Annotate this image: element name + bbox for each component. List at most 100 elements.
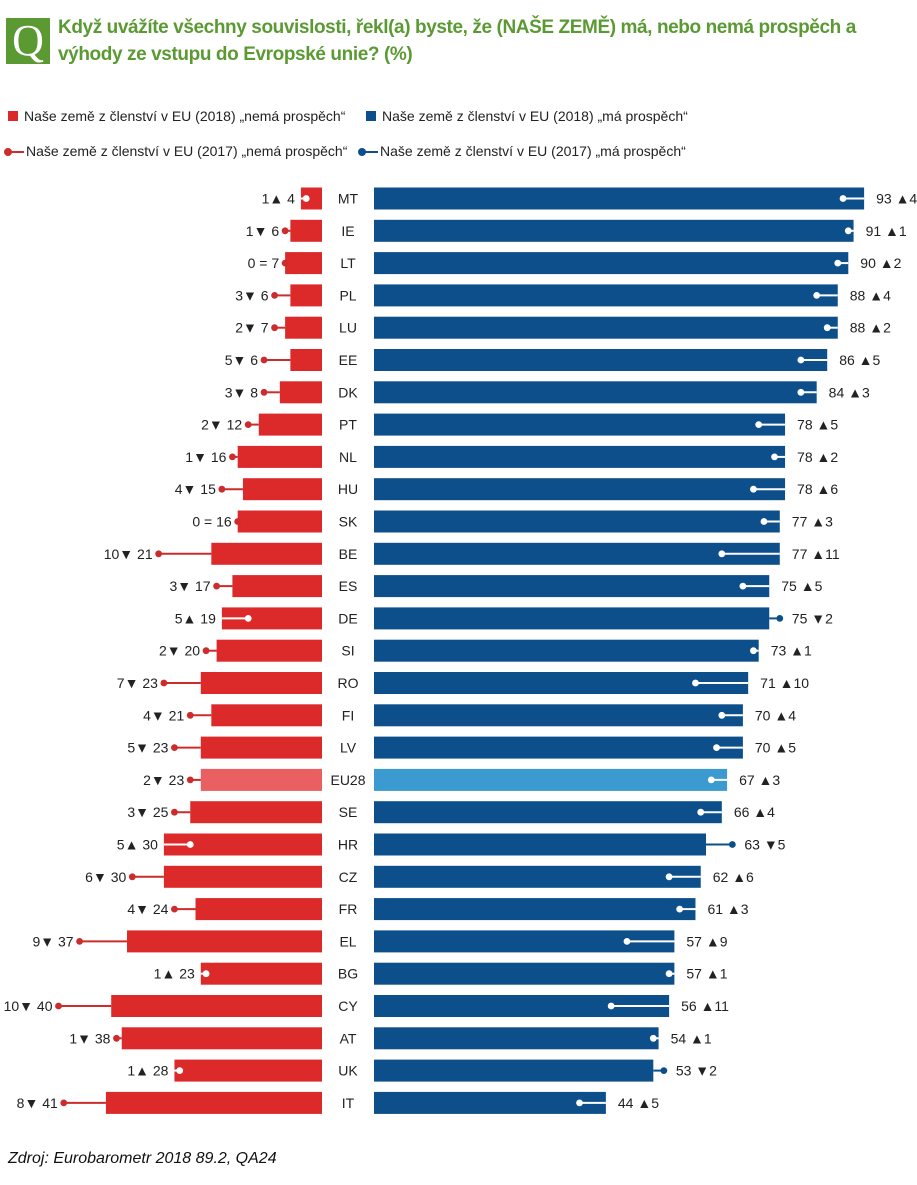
bar-has-2018-hr: [374, 833, 707, 856]
bar-has-2018-eu28: [374, 768, 728, 791]
label-has-ro: 71 ▲10: [760, 675, 809, 691]
dot-not-2017-be: [155, 550, 163, 558]
label-not-cz: 6▼ 30: [85, 869, 126, 885]
legend-has-2017: Naše země z členství v EU (2017) „má pro…: [358, 143, 686, 159]
label-not-uk: 1▲ 28: [127, 1063, 168, 1079]
dot-has-2017-hr: [728, 841, 736, 848]
label-has-fi: 70 ▲4: [755, 707, 796, 723]
dot-has-2017-si: [750, 647, 757, 655]
bar-has-2018-hu: [374, 478, 786, 501]
label-not-se: 3▼ 25: [127, 804, 168, 820]
bar-not-2018-ee: [290, 349, 322, 371]
label-has-lv: 70 ▲5: [755, 740, 796, 756]
label-has-fr: 61 ▲3: [707, 901, 748, 917]
label-not-pl: 3▼ 6: [235, 287, 269, 303]
dot-has-2017-de: [776, 615, 784, 622]
label-has-de: 75 ▼2: [792, 610, 833, 626]
bar-has-2018-cz: [374, 865, 701, 888]
country-label-dk: DK: [338, 384, 358, 400]
label-not-ee: 5▼ 6: [225, 352, 259, 368]
dot-has-2017-el: [623, 938, 631, 945]
label-has-bg: 57 ▲1: [686, 966, 727, 982]
legend-red-dot-line-icon: [4, 147, 24, 157]
bar-not-2018-pt: [258, 413, 322, 436]
legend-not-2017: Naše země z členství v EU (2017) „nemá p…: [4, 143, 347, 159]
dot-not-2017-hu: [218, 485, 226, 493]
bar-has-2018-cy: [374, 995, 670, 1017]
country-label-pt: PT: [339, 417, 357, 433]
bar-has-2018-lv: [374, 736, 743, 759]
label-has-ee: 86 ▲5: [839, 352, 880, 368]
country-label-be: BE: [339, 546, 358, 562]
dot-has-2017-ro: [692, 679, 699, 687]
label-has-be: 77 ▲11: [792, 546, 840, 562]
dot-has-2017-be: [718, 550, 726, 558]
country-label-lv: LV: [340, 740, 357, 756]
label-has-se: 66 ▲4: [734, 804, 775, 820]
bar-has-2018-dk: [374, 381, 817, 404]
label-not-es: 3▼ 17: [169, 578, 210, 594]
label-not-at: 1▼ 38: [69, 1030, 110, 1046]
label-not-el: 9▼ 37: [32, 933, 73, 949]
bar-has-2018-ee: [374, 349, 828, 371]
legend-not-2017-label: Naše země z členství v EU (2017) „nemá p…: [26, 143, 348, 159]
bar-not-2018-el: [127, 930, 322, 953]
label-has-nl: 78 ▲2: [797, 449, 838, 465]
label-has-eu28: 67 ▲3: [739, 772, 780, 788]
country-label-mt: MT: [338, 191, 359, 207]
dot-has-2017-sk: [760, 518, 768, 525]
dot-has-2017-cy: [607, 1002, 615, 1010]
label-not-hr: 5▲ 30: [117, 837, 158, 853]
dot-not-2017-pt: [244, 421, 252, 428]
bar-not-2018-se: [190, 801, 322, 824]
bar-not-2018-si: [216, 639, 322, 662]
dot-has-2017-lt: [834, 259, 842, 267]
bar-not-2018-ro: [200, 672, 322, 694]
label-not-si: 2▼ 20: [159, 643, 200, 659]
dot-has-2017-it: [576, 1099, 583, 1107]
bar-has-2018-it: [374, 1091, 606, 1114]
country-label-eu28: EU28: [330, 772, 365, 788]
label-has-cy: 56 ▲11: [681, 998, 729, 1014]
dot-has-2017-lv: [713, 744, 720, 751]
dot-not-2017-eu28: [186, 776, 194, 784]
country-label-pl: PL: [339, 287, 356, 303]
bar-not-2018-fr: [195, 898, 322, 921]
label-not-hu: 4▼ 15: [175, 481, 216, 497]
bar-not-2018-cz: [163, 865, 322, 888]
bar-has-2018-sk: [374, 510, 780, 533]
bar-not-2018-hu: [242, 478, 322, 501]
label-has-lu: 88 ▲2: [850, 320, 891, 336]
dot-not-2017-cy: [55, 1002, 62, 1010]
country-label-ee: EE: [339, 352, 358, 368]
bar-has-2018-uk: [374, 1059, 654, 1082]
label-not-fi: 4▼ 21: [143, 707, 184, 723]
dot-has-2017-eu28: [707, 776, 715, 784]
dot-not-2017-el: [76, 938, 83, 945]
country-label-fr: FR: [339, 901, 358, 917]
bar-not-2018-fi: [211, 704, 322, 727]
chart-title: Když uvážíte všechny souvislosti, řekl(a…: [58, 17, 856, 65]
country-label-cy: CY: [338, 998, 358, 1014]
label-has-mt: 93 ▲4: [876, 191, 917, 207]
dot-has-2017-bg: [665, 970, 673, 978]
country-label-se: SE: [339, 804, 358, 820]
label-has-dk: 84 ▲3: [829, 384, 870, 400]
bar-not-2018-be: [211, 542, 322, 565]
dot-not-2017-mt: [302, 195, 310, 202]
dot-not-2017-uk: [176, 1067, 184, 1074]
label-has-si: 73 ▲1: [771, 643, 812, 659]
bar-has-2018-pt: [374, 413, 786, 436]
bar-has-2018-es: [374, 575, 770, 598]
country-label-bg: BG: [338, 966, 358, 982]
label-has-pt: 78 ▲5: [797, 417, 838, 433]
dot-has-2017-fi: [718, 711, 726, 719]
bar-not-2018-lv: [200, 736, 322, 759]
dot-not-2017-it: [60, 1099, 68, 1107]
bar-has-2018-nl: [374, 445, 786, 468]
dot-has-2017-fr: [676, 905, 684, 913]
dot-has-2017-se: [697, 808, 705, 816]
country-label-si: SI: [341, 643, 354, 659]
question-header: Q Když uvážíte všechny souvislosti, řekl…: [6, 12, 911, 74]
label-not-be: 10▼ 21: [104, 546, 153, 562]
